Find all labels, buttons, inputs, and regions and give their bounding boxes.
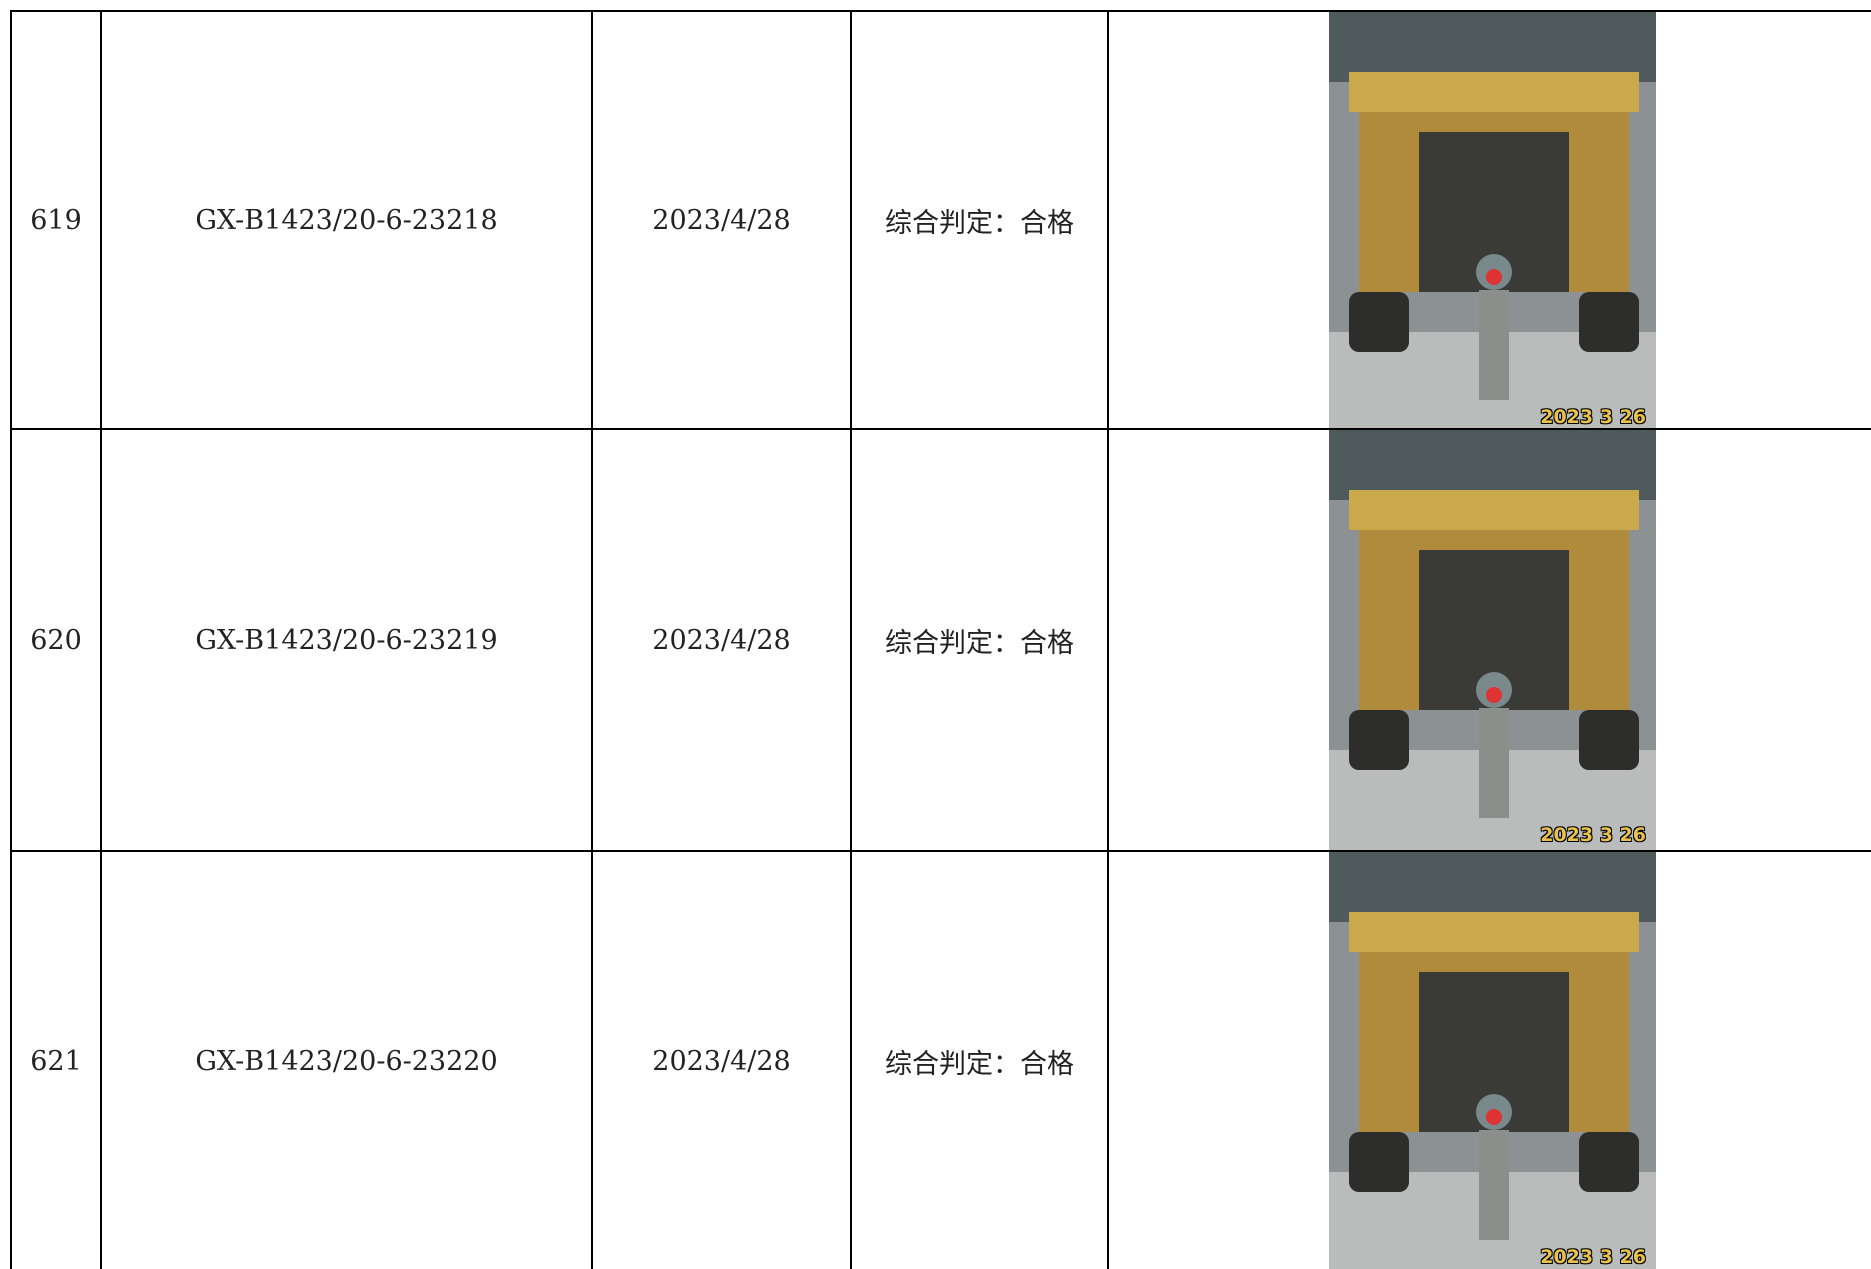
photo-image (1329, 12, 1656, 432)
certificate-code: GX-B1423/20-6-23218 (102, 12, 593, 428)
photo-date-stamp: 2023 3 26 (1540, 1246, 1646, 1268)
truck-photo: 2023 3 26 (1329, 12, 1656, 432)
truck-photo: 2023 3 26 (1329, 430, 1656, 850)
date: 2023/4/28 (593, 430, 852, 850)
result: 综合判定：合格 (852, 430, 1109, 850)
table-row: 621 GX-B1423/20-6-23220 2023/4/28 综合判定：合格 2… (10, 850, 1871, 1269)
certificate-code: GX-B1423/20-6-23220 (102, 852, 593, 1269)
truck-photo: 2023 3 26 (1329, 852, 1656, 1269)
result: 综合判定：合格 (852, 852, 1109, 1269)
photo-image (1329, 430, 1656, 850)
row-number: 621 (12, 852, 102, 1269)
certificate-code: GX-B1423/20-6-23219 (102, 430, 593, 850)
date: 2023/4/28 (593, 852, 852, 1269)
photo-date-stamp: 2023 3 26 (1540, 824, 1646, 846)
photo-image (1329, 852, 1656, 1269)
table-row: 619 GX-B1423/20-6-23218 2023/4/28 综合判定：合格 2… (10, 10, 1871, 432)
row-number: 620 (12, 430, 102, 850)
date: 2023/4/28 (593, 12, 852, 428)
photo-date-stamp: 2023 3 26 (1540, 406, 1646, 428)
result: 综合判定：合格 (852, 12, 1109, 428)
table-row: 620 GX-B1423/20-6-23219 2023/4/28 综合判定：合格 2… (10, 428, 1871, 850)
row-number: 619 (12, 12, 102, 428)
